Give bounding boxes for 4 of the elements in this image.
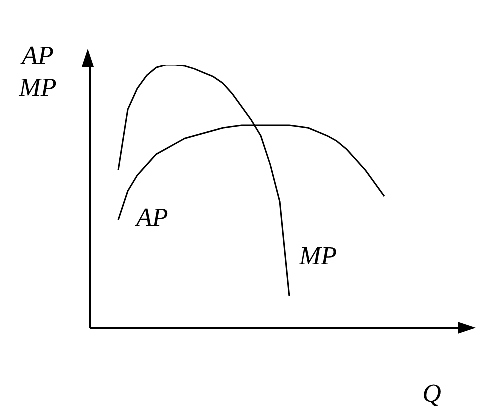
series-label: AP bbox=[134, 203, 168, 232]
x-axis-title: Q bbox=[422, 379, 442, 408]
y-axis-title: AP MP bbox=[18, 41, 57, 102]
series-label: MP bbox=[298, 241, 338, 270]
